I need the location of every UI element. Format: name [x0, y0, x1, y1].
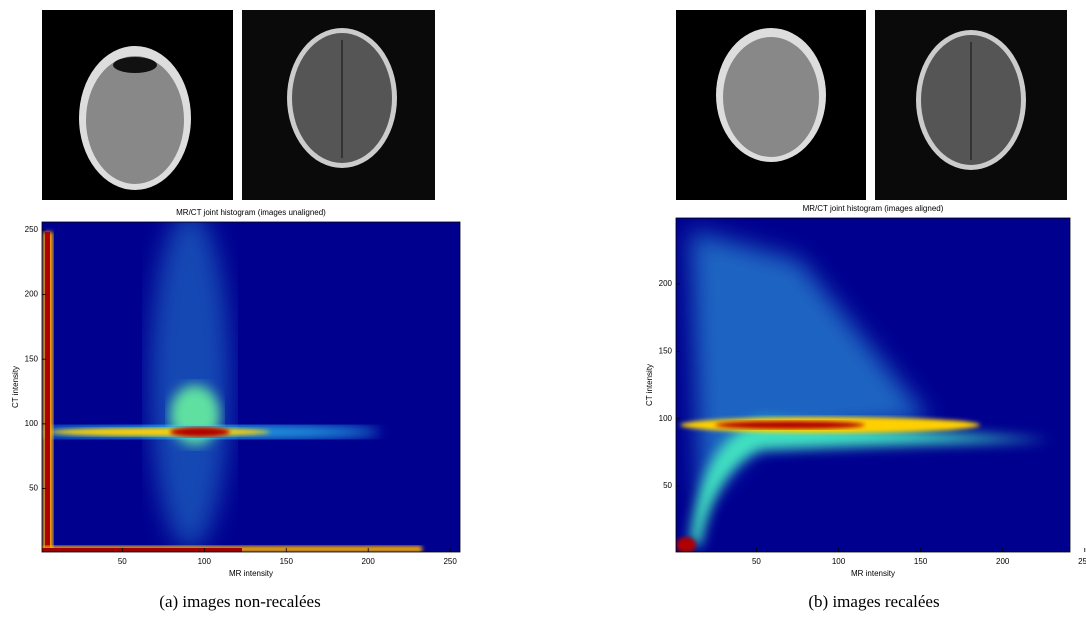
- plot-frame: [675, 217, 1071, 553]
- x-tick-label: 100: [198, 557, 212, 566]
- ct-image: [676, 10, 866, 200]
- x-tick-label: 150: [280, 557, 294, 566]
- x-tick-label: 200: [996, 557, 1010, 566]
- y-tick-label: 100: [659, 414, 673, 423]
- y-tick-label: 100: [25, 419, 39, 428]
- heatmap: [676, 218, 1070, 552]
- y-tick-label: 150: [25, 354, 39, 363]
- x-tick-label: 50: [118, 557, 127, 566]
- mr-image: [242, 10, 435, 200]
- y-tick-label: 200: [25, 290, 39, 299]
- heatmap: [42, 222, 460, 552]
- plot-frame: [41, 221, 461, 553]
- y-axis-label: CT intensity: [11, 366, 20, 408]
- x-tick-label: 200: [362, 557, 376, 566]
- x-tick-label: 150: [914, 557, 928, 566]
- x-axis-label: MR intensity: [229, 569, 273, 578]
- y-axis-label: CT intensity: [645, 364, 654, 406]
- y-tick-label: 150: [659, 346, 673, 355]
- x-tick-label: 50: [752, 557, 761, 566]
- x-tick-label: 250: [1078, 557, 1086, 566]
- histogram-title: MR/CT joint histogram (images aligned): [803, 204, 944, 213]
- caption: (a) images non-recalées: [159, 592, 320, 611]
- histogram-title: MR/CT joint histogram (images unaligned): [176, 208, 326, 217]
- x-tick-label: 250: [443, 557, 457, 566]
- caption: (b) images recalées: [808, 592, 939, 611]
- y-tick-label: 50: [29, 484, 38, 493]
- y-tick-label: 50: [663, 481, 672, 490]
- x-tick-label: 100: [832, 557, 846, 566]
- x-axis-label: MR intensity: [851, 569, 895, 578]
- y-tick-label: 250: [25, 225, 39, 234]
- ct-image: [42, 10, 233, 200]
- mr-image: [875, 10, 1067, 200]
- y-tick-label: 200: [659, 279, 673, 288]
